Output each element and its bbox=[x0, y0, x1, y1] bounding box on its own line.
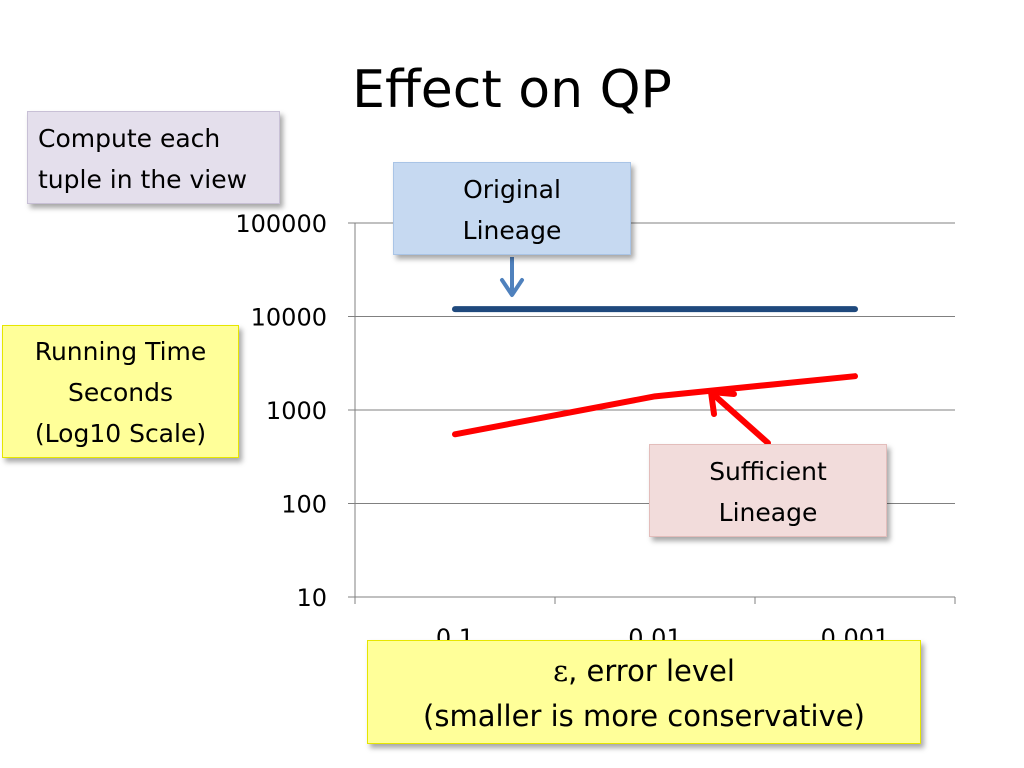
series bbox=[452, 257, 858, 446]
x-axis-label-line-1: ε, error level bbox=[368, 649, 920, 694]
x-axis-label-line-2: (smaller is more conservative) bbox=[423, 699, 865, 733]
original-lineage-arrow-head bbox=[500, 278, 524, 297]
x-axis-label-callout: ε, error level (smaller is more conserva… bbox=[367, 640, 921, 744]
y-tick-label-10: 10 bbox=[296, 584, 327, 612]
y-axis-label-line-2: Seconds bbox=[67, 378, 174, 407]
y-tick-label-100000: 100000 bbox=[235, 210, 327, 238]
slide-title: Effect on QP bbox=[352, 60, 672, 120]
y-tick-label-1000: 1000 bbox=[266, 397, 327, 425]
y-axis-label-callout: Running Time Seconds (Log10 Scale) bbox=[2, 325, 239, 458]
epsilon-symbol: ε bbox=[553, 654, 569, 688]
gridlines bbox=[348, 222, 955, 598]
original-label-line-2: Lineage bbox=[462, 216, 562, 245]
compute-note-line-1: Compute each bbox=[38, 124, 221, 153]
sufficient-lineage-arrow-shaft bbox=[711, 392, 771, 446]
sufficient-lineage-arrow-head bbox=[708, 389, 737, 417]
series-line-sufficient-lineage bbox=[452, 373, 858, 438]
compute-each-tuple-note: Compute each tuple in the view bbox=[27, 111, 280, 204]
y-tick-label-10000: 10000 bbox=[251, 304, 327, 332]
original-label-line-1: Original bbox=[463, 175, 561, 204]
sufficient-label-line-2: Lineage bbox=[718, 498, 818, 527]
sufficient-lineage-callout: Sufficient Lineage bbox=[649, 444, 887, 537]
sufficient-label-line-1: Sufficient bbox=[709, 457, 827, 486]
y-axis-label-line-3: (Log10 Scale) bbox=[34, 419, 207, 448]
y-axis-label-line-1: Running Time bbox=[34, 337, 207, 366]
x-axis-label-text: , error level bbox=[568, 654, 735, 688]
compute-note-line-2: tuple in the view bbox=[38, 165, 248, 194]
axes bbox=[354, 223, 956, 604]
y-tick-label-100: 100 bbox=[281, 491, 327, 519]
original-lineage-callout: Original Lineage bbox=[393, 162, 631, 255]
